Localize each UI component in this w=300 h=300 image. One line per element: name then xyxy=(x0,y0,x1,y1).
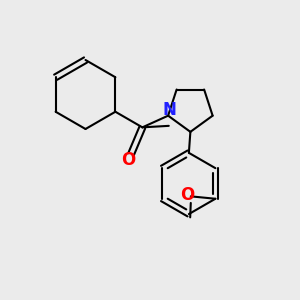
Text: O: O xyxy=(122,151,136,169)
Text: N: N xyxy=(162,101,176,119)
Text: O: O xyxy=(180,186,194,204)
